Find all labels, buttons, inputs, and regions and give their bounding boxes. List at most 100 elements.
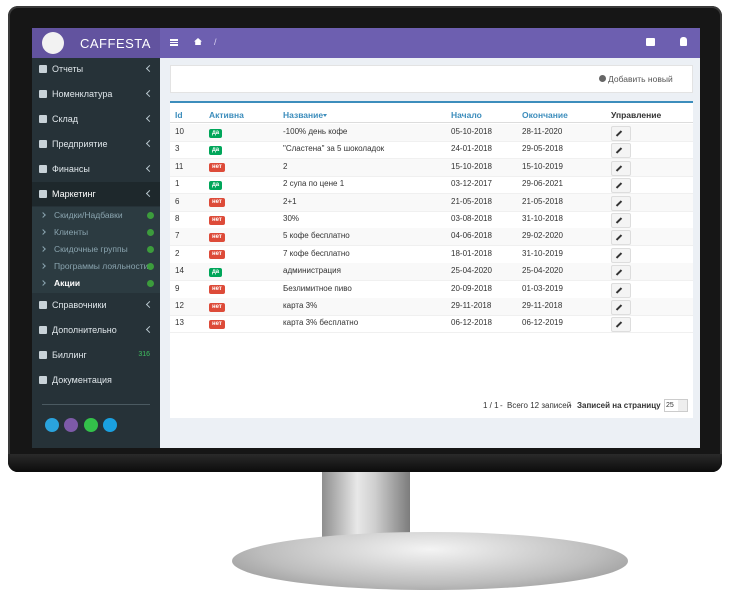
breadcrumb-separator: / [214,37,217,47]
edit-button[interactable] [611,317,631,333]
chevron [145,325,154,334]
sidebar-label: Номенклатура [52,89,113,99]
monitor-neck [322,470,410,542]
edit-button[interactable] [611,160,631,176]
table-cell: 31-10-2018 [522,214,563,223]
table-cell: 7 [175,231,180,241]
home-icon[interactable] [194,38,202,45]
add-button[interactable]: Добавить новый [608,74,673,84]
table-cell: 06-12-2018 [451,318,492,328]
row-divider [170,332,693,334]
sidebar-divider [42,404,150,405]
table-cell: "Сластена" за 5 шоколадок [283,144,385,154]
table-cell: 2 [175,248,180,258]
sidebar-item[interactable]: Биллинг 316 [32,343,160,367]
submenu-arrow [40,246,46,252]
sidebar-item[interactable]: Склад [32,107,160,131]
table-cell: 6 [175,196,180,206]
settings-menu[interactable] [646,38,655,46]
row-divider [170,315,693,316]
per-page-label: Записей на страницу [577,401,661,410]
status-badge: да [209,180,223,190]
separator: - [500,401,503,410]
table-cell: 01-03-2019 [522,283,563,293]
viber-icon[interactable] [64,418,78,432]
table-cell: 15-10-2018 [451,161,492,171]
submenu-label: Акции [54,278,81,288]
table-cell: 28-11-2020 [522,127,563,136]
sidebar-item[interactable]: Предприятие [32,132,160,156]
sidebar-icon [39,351,47,359]
table-cell: 29-06-2021 [522,179,563,189]
edit-button[interactable] [611,247,631,263]
status-badge: да [209,145,223,155]
sidebar-label: Отчеты [52,64,84,74]
sidebar-item[interactable]: Отчеты [32,57,160,81]
brand-name[interactable]: CAFFESTA [80,36,151,51]
table-cell: 06-12-2019 [522,318,563,328]
edit-button[interactable] [611,126,631,141]
status-badge: нет [209,215,225,225]
table-cell: 14 [175,266,184,276]
edit-button[interactable] [611,178,631,194]
table-box [170,101,693,418]
sidebar-item[interactable]: Маркетинг [32,182,160,206]
row-divider [170,210,693,212]
edit-button[interactable] [611,213,631,228]
row-stripe [170,124,693,141]
sidebar-icon [39,301,47,309]
help-icon [147,246,154,253]
whatsapp-icon[interactable] [84,418,98,432]
edit-button[interactable] [611,265,631,281]
submenu-item[interactable]: Клиенты [32,224,160,241]
table-cell: 29-11-2018 [522,301,563,310]
submenu-arrow [40,229,46,235]
sidebar-icon [39,376,47,384]
submenu-item[interactable]: Акции [32,275,160,292]
submenu-item[interactable]: Скидки/Надбавки [32,207,160,224]
sidebar-item[interactable]: Документация [32,368,160,392]
table-cell: 30% [283,214,300,223]
table-cell: 25-04-2020 [522,266,563,276]
telegram-icon[interactable] [45,418,59,432]
menu-toggle[interactable] [170,39,178,46]
user-menu[interactable] [680,37,687,46]
row-stripe [170,158,693,176]
skype-icon[interactable] [103,418,117,432]
row-stripe [170,193,693,211]
table-cell: 3 [175,144,180,154]
column-header[interactable]: Название [283,110,324,120]
sidebar-item[interactable]: Справочники [32,293,160,317]
edit-button[interactable] [611,195,631,211]
row-divider [170,245,693,247]
submenu-item[interactable]: Скидочные группы [32,241,160,258]
edit-button[interactable] [611,282,631,298]
edit-button[interactable] [611,300,631,315]
column-header: Управление [611,110,662,120]
edit-button[interactable] [611,230,631,246]
column-header[interactable]: Активна [209,110,244,120]
help-icon [147,212,154,219]
status-badge: нет [209,163,225,173]
submenu-arrow [40,212,46,218]
logo [42,32,64,54]
table-cell: 29-05-2018 [522,144,563,154]
edit-button[interactable] [611,143,631,159]
status-badge: нет [209,285,225,295]
column-header[interactable]: Начало [451,110,482,120]
sidebar-item[interactable]: Номенклатура [32,82,160,106]
column-header[interactable]: Окончание [522,110,568,120]
status-badge: да [209,267,223,277]
table-cell: 15-10-2019 [522,161,563,171]
status-badge: нет [209,232,225,242]
table-cell: 25-04-2020 [451,266,492,276]
submenu-label: Скидки/Надбавки [54,210,123,220]
sidebar-item[interactable]: Финансы [32,157,160,181]
submenu-item[interactable]: Программы лояльности [32,258,160,275]
column-header[interactable]: Id [175,110,183,120]
help-icon [147,229,154,236]
sidebar-item[interactable]: Дополнительно [32,318,160,342]
sidebar-label: Предприятие [52,139,108,149]
status-badge: нет [209,250,225,260]
sidebar-icon [39,165,47,173]
